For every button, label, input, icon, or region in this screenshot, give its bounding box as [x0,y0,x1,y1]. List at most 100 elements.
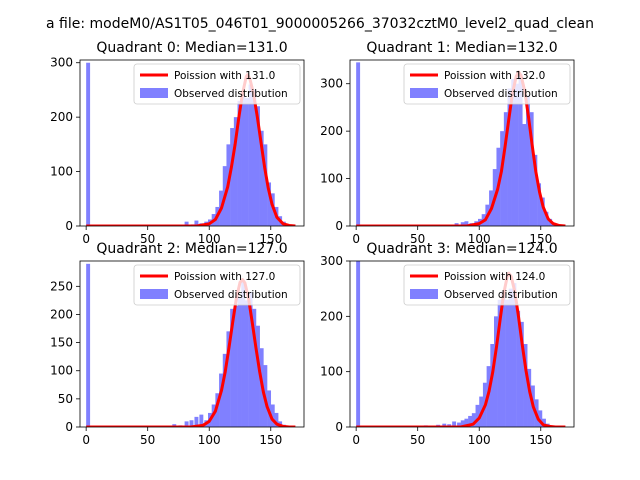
histogram-bar [248,84,253,226]
x-tick-label: 150 [529,232,552,246]
histogram-bar [468,415,473,427]
legend-box [133,264,301,306]
legend: Poission with 124.0 Observed distribution [403,264,571,306]
x-tick-label: 150 [529,433,552,447]
x-tick-label: 100 [468,433,491,447]
histogram-bar [230,128,235,226]
histogram-bar [507,88,512,226]
histogram-bar [452,421,457,427]
legend-patch-swatch [410,289,438,299]
histogram-bar [442,423,447,427]
histogram-bar [511,78,516,226]
histogram-bar [237,100,242,226]
y-tick-label: 300 [320,254,343,268]
histogram-bar [505,299,510,427]
plot-area [86,62,296,226]
histogram-bar [274,412,279,427]
histogram-bar [233,306,238,427]
histogram-bar [267,182,272,226]
legend: Poission with 127.0 Observed distribution [133,264,301,306]
histogram-bar [527,368,532,427]
y-tick-label: 200 [50,307,73,321]
y-tick-label: 0 [65,420,73,434]
subplot-quadrant-2: 0 50 100 150 0 50 100 150 200 250 Quadrant 2: Medi… [50,241,305,447]
x-tick-label: 50 [410,232,425,246]
y-tick-label: 0 [65,219,73,233]
histogram-bar [497,299,502,427]
histogram-bar [270,404,275,427]
subplot-title: Quadrant 3: Median=124.0 [366,241,557,257]
histogram-bar [256,106,260,226]
legend-box [403,63,571,105]
histogram-bar [526,95,530,226]
axes-frame [79,260,305,428]
legend-box [133,63,301,105]
histogram-bar [508,288,513,427]
histogram-bar [356,261,361,427]
y-tick-label: 100 [50,165,73,179]
subplot-quadrant-1: 0 50 100 150 0 100 200 300 Quadrant 1: Median=13… [320,40,575,246]
histogram-bar [189,420,194,427]
histogram-bar [540,197,545,226]
y-tick-label: 200 [320,309,343,323]
histogram-bar [457,422,462,427]
histogram-bar [233,117,238,226]
histogram-bar [537,183,542,226]
histogram-bar [356,62,361,226]
legend: Poission with 131.0 Observed distribution [133,63,301,105]
x-tick-label: 150 [259,433,282,447]
legend-label-observed: Observed distribution [174,289,288,301]
y-tick-label: 50 [58,392,73,406]
histogram-bar [241,95,246,226]
x-tick-label: 50 [410,433,425,447]
histogram-bar [512,283,517,427]
histogram-bar [544,211,549,226]
histogram-bar [252,308,257,427]
subplot-title: Quadrant 0: Median=131.0 [96,40,287,56]
x-tick-label: 150 [259,232,282,246]
histogram-bar [244,98,249,226]
y-tick-label: 0 [335,420,343,434]
y-tick-label: 300 [320,77,343,91]
legend-label-observed: Observed distribution [444,289,558,301]
subplot-title: Quadrant 2: Median=127.0 [96,241,287,257]
histogram-bar [471,413,476,427]
subplot-quadrant-0: 0 50 100 150 0 100 200 300 Quadrant 0: Median=13… [50,40,305,246]
histogram-bar [248,291,253,427]
x-tick-label: 0 [352,433,360,447]
histogram-bar [199,414,204,427]
subplot-title: Quadrant 1: Median=132.0 [366,40,557,56]
x-tick-label: 100 [198,232,221,246]
y-tick-label: 100 [50,364,73,378]
histogram-bar [194,416,199,427]
histogram-bar [222,353,227,427]
legend-patch-swatch [140,289,168,299]
histogram-bar [184,421,189,427]
histogram-bar [518,74,523,226]
histogram-bar [226,331,231,427]
histogram-bar [538,410,543,427]
x-tick-label: 100 [468,232,491,246]
plot-area [356,261,566,427]
figure-suptitle: a file: modeM0/AS1T05_046T01_9000005266_… [46,16,594,32]
histogram-bar [237,297,242,427]
y-tick-label: 0 [335,219,343,233]
histogram-bar [523,344,528,427]
legend-label-model: Poission with 127.0 [174,271,275,283]
histogram-bar [464,221,469,226]
histogram-bar [519,321,524,427]
histogram-bar [215,393,220,427]
x-tick-label: 0 [82,232,90,246]
histogram-bar [501,291,506,427]
x-tick-label: 0 [352,232,360,246]
histogram-bar [503,112,508,226]
legend: Poission with 132.0 Observed distribution [403,63,571,105]
histogram-bar [460,222,465,226]
histogram-bar [86,62,91,226]
y-tick-label: 300 [50,56,73,70]
histogram-bar [219,373,224,427]
histogram-bar [241,280,246,427]
y-tick-label: 250 [50,279,73,293]
axes-frame [79,59,305,227]
